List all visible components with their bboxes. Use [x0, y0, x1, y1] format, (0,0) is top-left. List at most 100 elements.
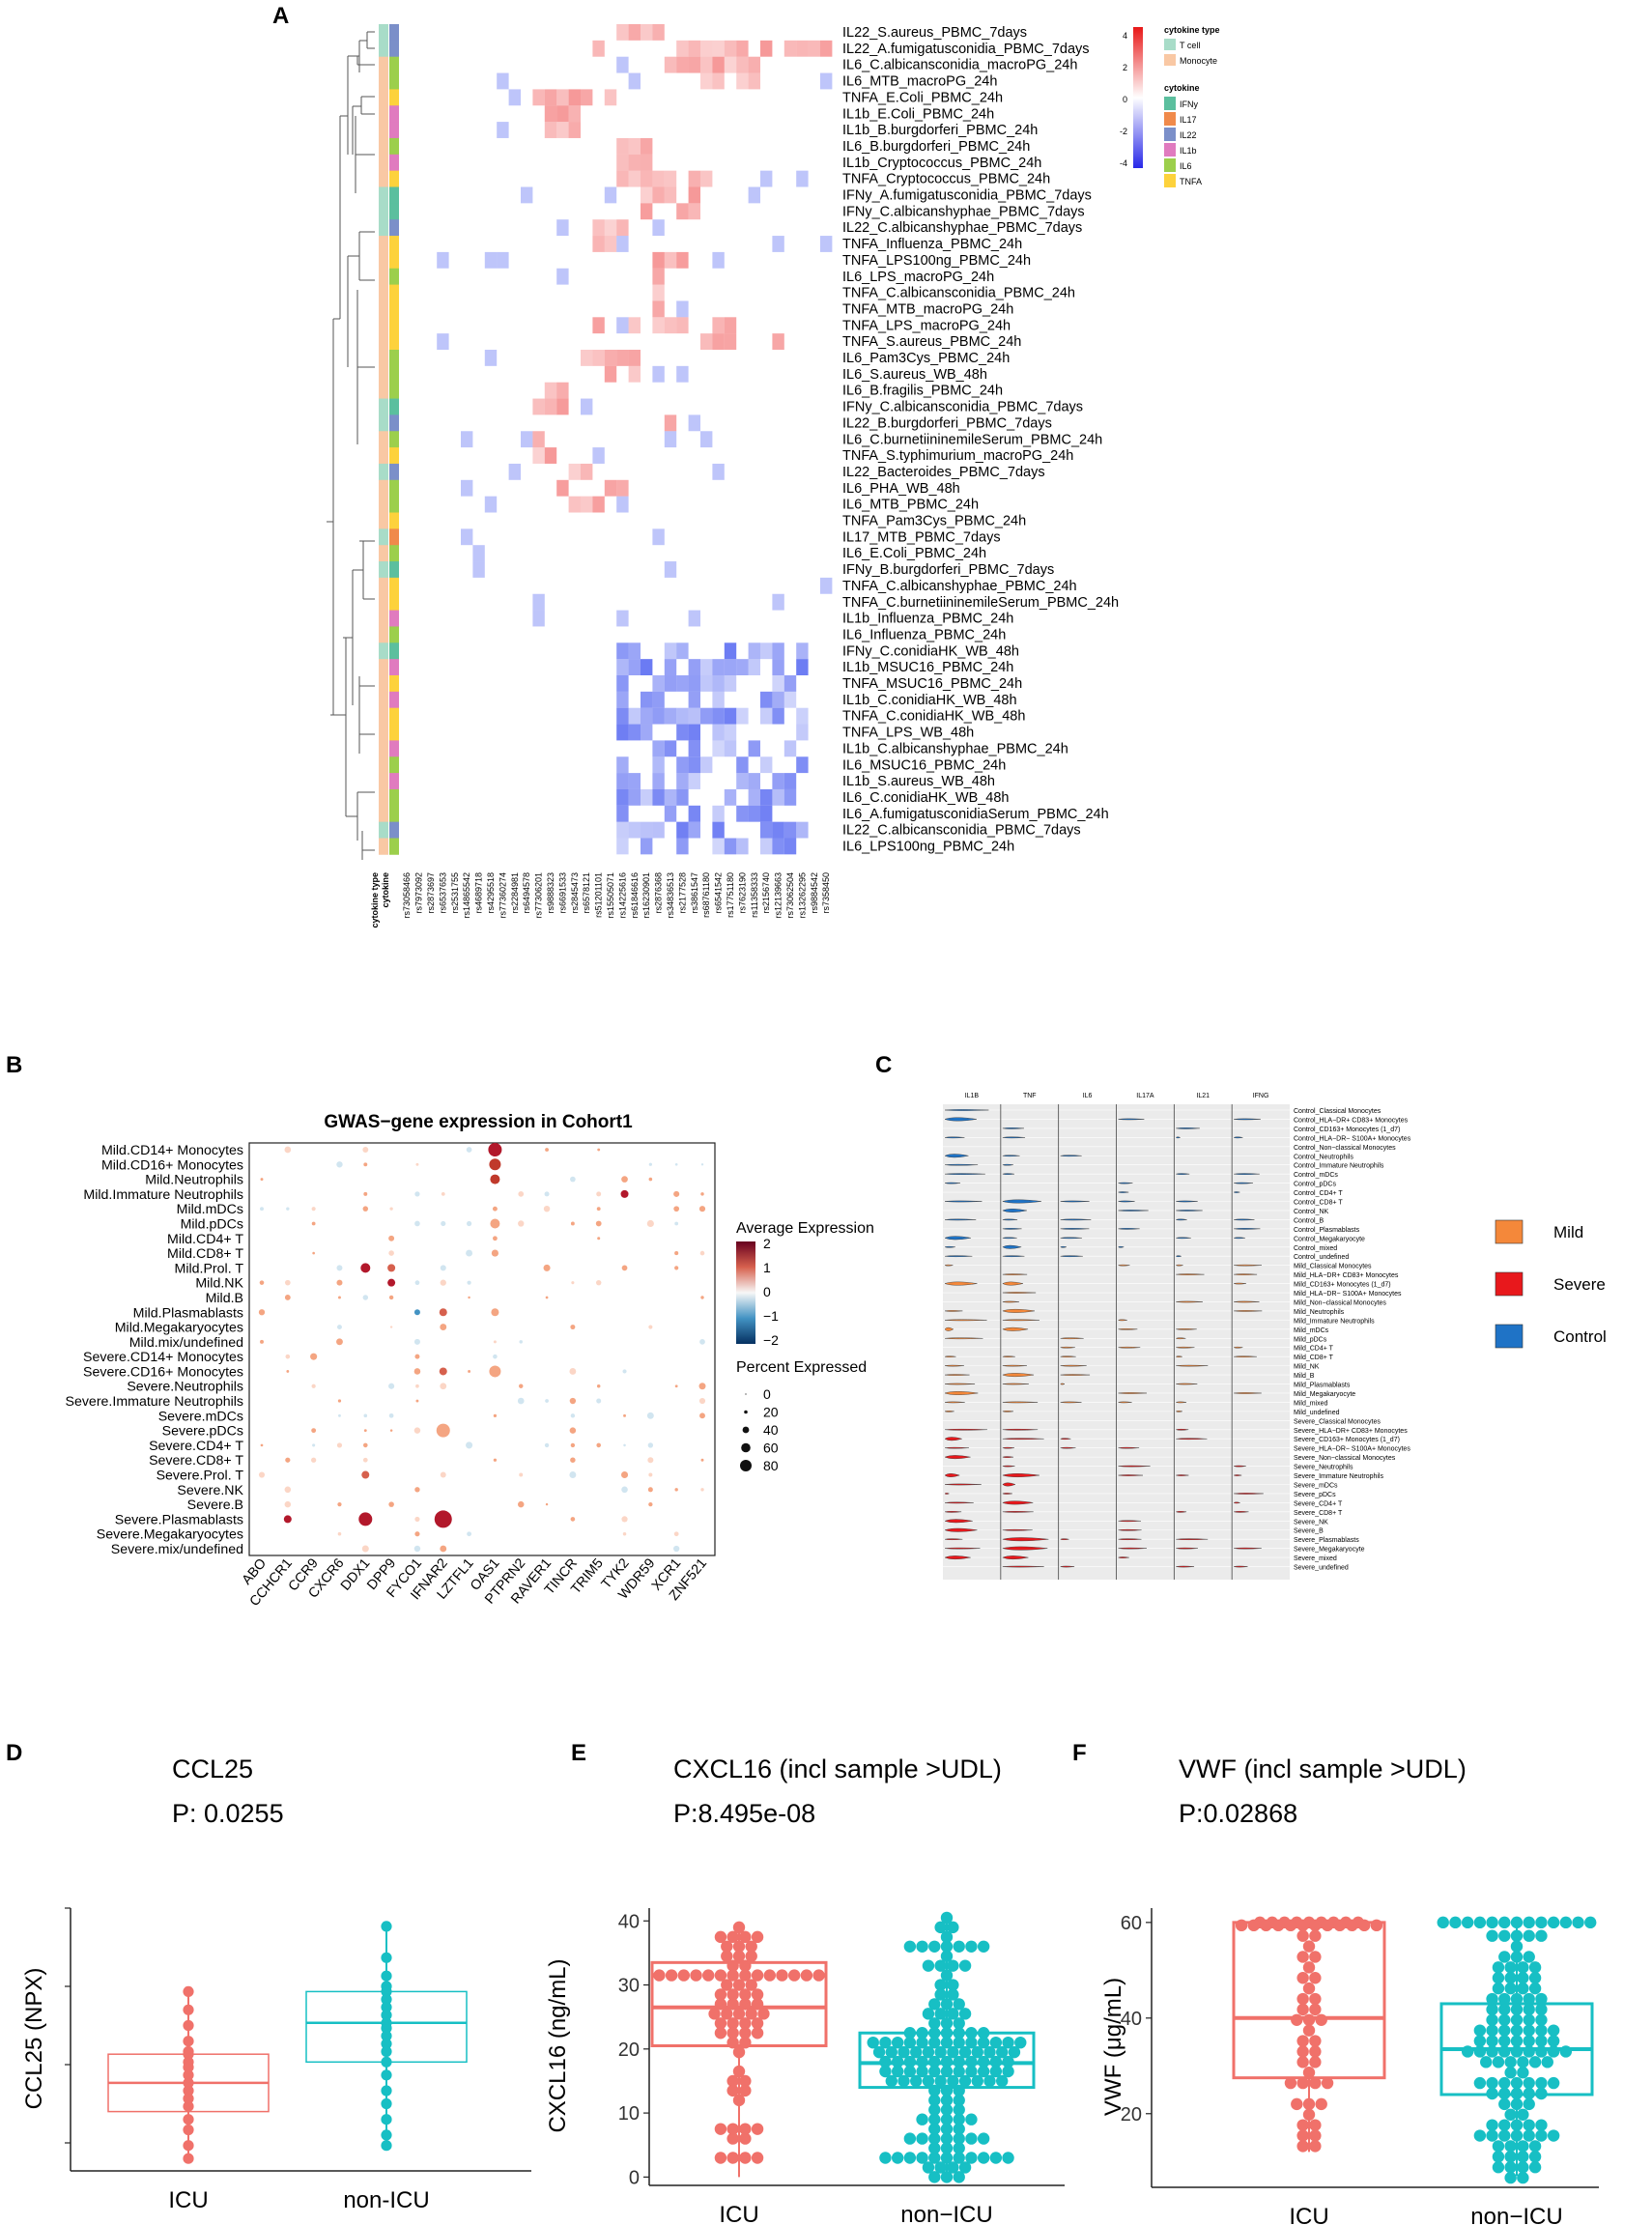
heatmap-row-label: IFNy_C.conidiaHK_WB_48h	[842, 643, 1019, 659]
data-point-1	[947, 2161, 959, 2174]
annotation-label: cytokine	[381, 872, 390, 908]
violin-shape	[1176, 1538, 1209, 1540]
data-point-0	[1296, 2076, 1309, 2090]
heatmap-cell	[616, 773, 629, 789]
data-point-0	[1296, 2119, 1309, 2131]
data-point-1	[940, 2142, 954, 2154]
dotplot-row-label: Mild.Megakaryocytes	[115, 1321, 243, 1336]
heatmap-cell	[616, 821, 629, 839]
data-point-0	[726, 1969, 739, 1982]
cytokine-type-cell	[379, 642, 388, 660]
data-point-1	[947, 2074, 959, 2088]
dotplot-dot	[361, 1545, 369, 1553]
heatmap-cell	[604, 89, 617, 106]
heatmap-cell	[556, 268, 569, 285]
data-point-0	[726, 1998, 739, 2011]
violin-row-label: Severe_CD163+ Monocytes (1_d7)	[1294, 1437, 1400, 1443]
data-point-1	[1517, 2067, 1529, 2079]
violin-shape	[1176, 1547, 1198, 1550]
data-point-1	[928, 2027, 941, 2040]
heatmap-cell	[748, 773, 760, 789]
cytokine-cell	[389, 236, 399, 253]
heatmap-cell	[712, 463, 725, 480]
dotplot-dot	[363, 1162, 368, 1167]
data-point-0	[183, 2062, 194, 2073]
violin-shape	[1234, 1273, 1258, 1275]
cytokine-cell	[389, 675, 399, 693]
violin-shape	[1233, 1346, 1243, 1349]
violin-row-label: Control_HLA−DR− S100A+ Monocytes	[1294, 1135, 1411, 1142]
data-point-0	[690, 1969, 702, 1982]
cytokine-cell	[389, 642, 399, 660]
heatmap-cell	[712, 333, 725, 350]
heatmap-col-label: rs9884542	[810, 872, 819, 914]
data-point-1	[381, 2038, 392, 2049]
data-point-0	[1296, 1951, 1309, 1963]
violin-shape	[1176, 1273, 1205, 1275]
dotplot-dot	[570, 1221, 575, 1226]
data-point-0	[1357, 1919, 1371, 1932]
cytokine-type-cell	[379, 56, 388, 73]
heatmap-row-label: IL6_C.burnetiininemileSerum_PBMC_24h	[842, 432, 1102, 447]
cytokine-cell	[389, 707, 399, 725]
data-point-1	[947, 1921, 959, 1934]
data-point-1	[916, 2036, 928, 2049]
dotplot-dot	[674, 1384, 678, 1388]
heatmap-row-label: TNFA_Pam3Cys_PBMC_24h	[842, 514, 1026, 529]
violin-shape	[1002, 1163, 1013, 1166]
data-point-0	[1321, 2076, 1334, 2090]
data-point-1	[989, 2152, 1003, 2164]
violin-shape	[1002, 1244, 1022, 1249]
data-point-1	[1559, 1916, 1573, 1929]
dotplot-dot	[623, 1413, 626, 1417]
data-point-1	[953, 1998, 965, 2011]
dotplot-dot	[362, 1147, 369, 1153]
heatmap-col-label: rs14225616	[617, 872, 627, 919]
violin-shape	[1176, 1200, 1198, 1203]
data-point-0	[739, 1959, 752, 1972]
cytokine-type-cell	[379, 284, 388, 301]
violin-shape	[944, 1326, 954, 1331]
dotplot-row-label: Mild.mDCs	[177, 1202, 243, 1217]
cytokine-cell	[389, 740, 399, 757]
heatmap-cell	[616, 317, 629, 334]
data-point-1	[922, 2045, 935, 2059]
data-point-0	[732, 1979, 746, 1991]
data-point-1	[1528, 2056, 1542, 2068]
heatmap-row-label: TNFA_E.Coli_PBMC_24h	[842, 90, 1003, 105]
data-point-1	[1498, 2024, 1511, 2037]
heatmap-cell	[688, 691, 700, 708]
data-point-1	[922, 2074, 935, 2088]
heatmap-cell	[783, 821, 797, 839]
violin-shape	[1002, 1401, 1039, 1404]
violin-shape	[1176, 1346, 1195, 1349]
violin-shape	[1175, 1401, 1187, 1404]
heatmap-cell	[748, 740, 760, 757]
heatmap-cell	[568, 122, 581, 138]
violin-shape	[1117, 1182, 1133, 1184]
data-point-1	[965, 2113, 978, 2125]
data-point-0	[745, 1940, 757, 1953]
data-point-1	[995, 2074, 1009, 2088]
data-point-0	[800, 1969, 813, 1982]
heatmap-cell	[616, 219, 629, 237]
data-point-0	[1296, 1972, 1309, 1984]
violin-shape	[944, 1281, 978, 1286]
heatmap-cell	[652, 219, 665, 237]
heatmap-cell	[736, 659, 749, 675]
heatmap-row-label: IFNy_C.albicansconidia_PBMC_7days	[842, 400, 1083, 415]
dotplot-dot	[439, 1367, 447, 1376]
heatmap-row-label: TNFA_MSUC16_PBMC_24h	[842, 676, 1022, 692]
cytokine-cell	[389, 691, 399, 709]
violin-shape	[1175, 1255, 1182, 1258]
heatmap-cell	[652, 317, 665, 334]
violin-shape	[1060, 1200, 1090, 1203]
heatmap-cell	[652, 251, 665, 269]
data-point-1	[1486, 1916, 1498, 1929]
violin-shape	[944, 1337, 983, 1340]
heatmap-cell	[736, 72, 749, 90]
data-point-0	[1309, 1992, 1322, 2006]
cytokine-cell	[389, 89, 399, 106]
data-point-1	[381, 2030, 392, 2041]
